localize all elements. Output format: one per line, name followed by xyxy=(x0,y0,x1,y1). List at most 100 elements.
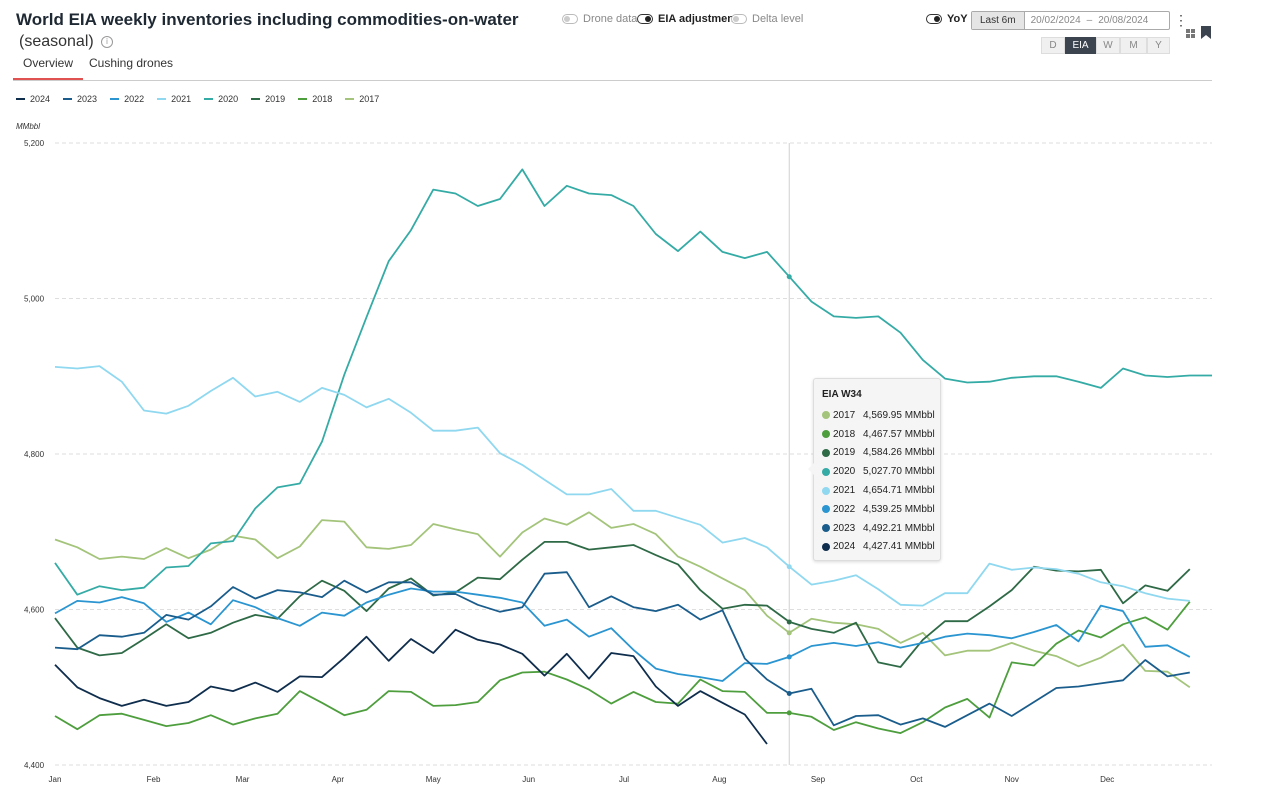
x-tick-label: Nov xyxy=(1005,775,1019,784)
range-from-date[interactable]: 20/02/2024 xyxy=(1030,15,1081,26)
legend-swatch xyxy=(298,98,308,100)
tooltip-value: 4,654.71 MMbbl xyxy=(863,485,935,497)
chart-subtitle: (seasonal) xyxy=(19,33,94,50)
bookmark-icon[interactable] xyxy=(1201,26,1211,39)
legend-swatch xyxy=(110,98,120,100)
legend-item-2019[interactable]: 2019 xyxy=(251,94,285,104)
series-line-2019 xyxy=(54,541,1191,668)
tooltip-value: 4,539.25 MMbbl xyxy=(863,503,935,515)
tooltip-row: 2020 5,027.70 MMbbl xyxy=(814,462,940,481)
x-tick-label: Oct xyxy=(910,775,923,784)
x-tick-label: Jul xyxy=(619,775,629,784)
tooltip-arrow xyxy=(808,463,814,475)
delta-level-label: Delta level xyxy=(752,13,804,25)
chart-title: World EIA weekly inventories including c… xyxy=(16,10,519,29)
legend-label: 2024 xyxy=(30,94,51,104)
tooltip-value: 5,027.70 MMbbl xyxy=(863,466,935,478)
tooltip-year: 2023 xyxy=(833,522,856,534)
legend-item-2022[interactable]: 2022 xyxy=(110,94,144,104)
period-m-button[interactable]: M xyxy=(1120,37,1147,54)
tooltip-year: 2018 xyxy=(833,428,856,440)
legend-item-2021[interactable]: 2021 xyxy=(157,94,191,104)
kebab-menu-icon[interactable]: ⋮ xyxy=(1174,12,1188,28)
last-6m-button[interactable]: Last 6m xyxy=(972,12,1025,29)
yoy-switch[interactable] xyxy=(926,14,942,24)
period-eia-button[interactable]: EIA xyxy=(1065,37,1096,54)
y-tick-label: 4,400 xyxy=(24,761,45,770)
range-separator: – xyxy=(1086,15,1093,26)
legend-swatch xyxy=(251,98,261,100)
tab-cushing-drones[interactable]: Cushing drones xyxy=(89,56,174,70)
y-tick-label: 5,200 xyxy=(24,139,45,148)
legend-item-2024[interactable]: 2024 xyxy=(16,94,50,104)
legend-item-2018[interactable]: 2018 xyxy=(298,94,332,104)
eia-adjustment-label: EIA adjustment xyxy=(658,13,738,25)
tooltip-swatch xyxy=(822,524,830,533)
range-to-date[interactable]: 20/08/2024 xyxy=(1098,15,1149,26)
tooltip-year: 2019 xyxy=(833,447,856,459)
crosshair-point-2021 xyxy=(786,564,792,570)
period-w-button[interactable]: W xyxy=(1096,37,1120,54)
legend-item-2020[interactable]: 2020 xyxy=(204,94,238,104)
tooltip-year: 2022 xyxy=(833,503,856,515)
date-range-picker[interactable]: Last 6m 20/02/2024 – 20/08/2024 xyxy=(971,11,1170,30)
series-line-2023 xyxy=(54,571,1190,728)
legend-item-2023[interactable]: 2023 xyxy=(63,94,97,104)
x-tick-label: Aug xyxy=(712,775,726,784)
tooltip-row: 2021 4,654.71 MMbbl xyxy=(814,481,940,500)
eia-adjustment-switch[interactable] xyxy=(637,14,653,24)
tooltip-swatch xyxy=(822,486,830,495)
x-tick-label: Feb xyxy=(147,775,161,784)
crosshair-point-2022 xyxy=(786,654,792,660)
y-axis-unit-label: MMbbl xyxy=(16,122,41,131)
x-tick-label: Mar xyxy=(236,775,250,784)
x-tick-label: Sep xyxy=(811,775,826,784)
tooltip-year: 2017 xyxy=(833,409,856,421)
legend-label: 2017 xyxy=(359,94,380,104)
legend-swatch xyxy=(63,98,73,100)
yoy-label: YoY xyxy=(947,13,968,25)
period-y-button[interactable]: Y xyxy=(1147,37,1170,54)
tab-overview[interactable]: Overview xyxy=(13,56,84,80)
x-tick-label: Jan xyxy=(49,775,62,784)
crosshair-point-2020 xyxy=(786,274,792,280)
delta-level-toggle[interactable]: Delta level xyxy=(731,13,803,25)
series-line-2020 xyxy=(54,168,1212,596)
x-tick-label: Jun xyxy=(522,775,535,784)
series-line-2021 xyxy=(54,365,1190,607)
crosshair-point-2018 xyxy=(786,710,792,716)
tooltip-swatch xyxy=(822,467,830,476)
tooltip-swatch xyxy=(822,505,830,514)
tooltip-value: 4,584.26 MMbbl xyxy=(863,447,935,459)
tooltip-row: 2019 4,584.26 MMbbl xyxy=(814,444,940,463)
drone-data-label: Drone data xyxy=(583,13,638,25)
tooltip-year: 2021 xyxy=(833,485,856,497)
period-d-button[interactable]: D xyxy=(1041,37,1065,54)
legend-label: 2022 xyxy=(124,94,145,104)
x-tick-label: Dec xyxy=(1100,775,1114,784)
tooltip-row: 2024 4,427.41 MMbbl xyxy=(814,538,940,557)
y-tick-label: 5,000 xyxy=(24,295,45,304)
x-tick-label: Apr xyxy=(332,775,345,784)
drone-data-toggle[interactable]: Drone data xyxy=(562,13,637,25)
legend-item-2017[interactable]: 2017 xyxy=(345,94,379,104)
info-icon[interactable]: i xyxy=(101,36,113,48)
grid-icon[interactable] xyxy=(1186,29,1195,38)
crosshair-point-2019 xyxy=(786,619,792,625)
drone-data-switch[interactable] xyxy=(562,14,578,24)
x-tick-label: May xyxy=(426,775,441,784)
series-line-2017 xyxy=(54,511,1191,689)
tooltip-swatch xyxy=(822,411,830,420)
tooltip-year: 2020 xyxy=(833,466,856,478)
legend-swatch xyxy=(16,98,25,100)
tooltip-value: 4,569.95 MMbbl xyxy=(863,409,935,421)
eia-adjustment-toggle[interactable]: EIA adjustment xyxy=(637,13,738,25)
series-line-2024 xyxy=(54,628,768,745)
yoy-toggle[interactable]: YoY xyxy=(926,13,968,25)
delta-level-switch[interactable] xyxy=(731,14,747,24)
y-tick-label: 4,600 xyxy=(24,606,45,615)
tooltip-row: 2018 4,467.57 MMbbl xyxy=(814,425,940,444)
y-tick-label: 4,800 xyxy=(24,450,45,459)
tooltip-title: EIA W34 xyxy=(822,389,862,400)
